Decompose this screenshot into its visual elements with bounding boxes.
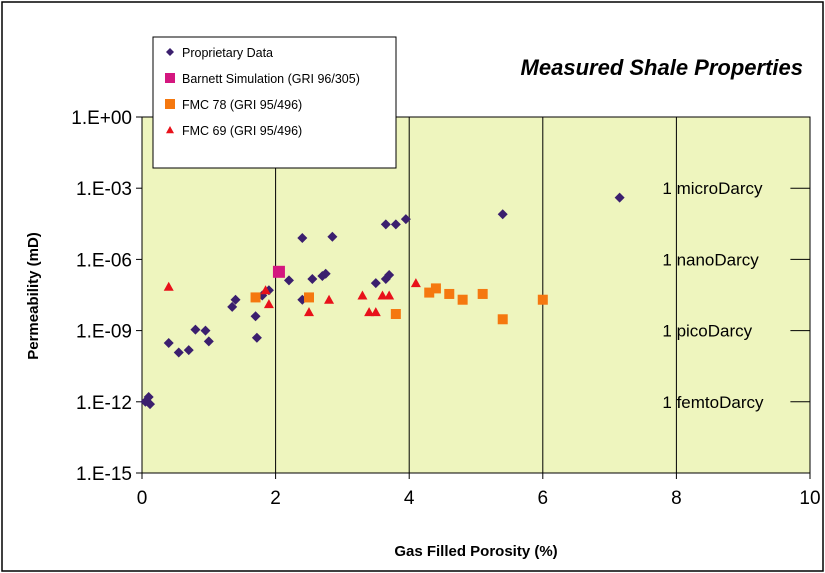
data-point [163, 338, 174, 349]
darcy-label: 1 picoDarcy [662, 322, 752, 341]
data-point [380, 219, 391, 230]
data-point [283, 275, 294, 286]
data-point [497, 209, 508, 220]
data-point [163, 281, 174, 291]
legend-label: FMC 78 (GRI 95/496) [182, 98, 302, 112]
data-point [272, 265, 285, 278]
data-point [444, 288, 455, 299]
legend-marker [165, 73, 175, 83]
data-point [384, 290, 395, 300]
data-point [230, 294, 241, 305]
data-point [260, 285, 271, 295]
data-point [384, 270, 395, 281]
data-point [370, 278, 381, 289]
data-point [307, 273, 318, 284]
legend-label: Proprietary Data [182, 46, 273, 60]
legend-label: FMC 69 (GRI 95/496) [182, 124, 302, 138]
data-point [400, 214, 411, 225]
darcy-label: 1 femtoDarcy [662, 393, 764, 412]
x-tick-label: 8 [671, 488, 682, 509]
data-point [173, 347, 184, 358]
data-point [143, 391, 154, 402]
x-tick-label: 4 [404, 488, 415, 509]
data-point [357, 290, 368, 300]
data-point [190, 324, 201, 335]
legend-marker [165, 99, 175, 109]
data-point [263, 299, 274, 309]
y-tick-label: 1.E-12 [76, 393, 132, 414]
y-tick-label: 1.E+00 [71, 108, 132, 129]
data-points [140, 192, 625, 410]
plot-area-background [141, 116, 811, 474]
data-point [430, 283, 441, 294]
axes: 0 2 4 6 8 10 1.E+00 1.E-03 1.E-06 1.E-09 1.E-12 1.E… [71, 108, 820, 509]
data-point [250, 292, 261, 303]
chart-title: Measured Shale Properties [521, 55, 803, 80]
y-tick-label: 1.E-09 [76, 322, 132, 343]
data-point [614, 192, 625, 203]
data-point [250, 311, 261, 322]
darcy-annotations: 1 microDarcy 1 nanoDarcy 1 picoDarcy 1 femt… [662, 179, 810, 412]
legend-marker [166, 48, 174, 56]
data-point [537, 294, 548, 305]
data-point [297, 232, 308, 243]
data-point [364, 307, 375, 317]
data-point [410, 278, 421, 288]
data-point [304, 307, 314, 317]
data-point [457, 294, 468, 305]
legend-marker [166, 126, 174, 134]
x-axis-title: Gas Filled Porosity (%) [394, 543, 557, 560]
y-tick-label: 1.E-03 [76, 179, 132, 200]
y-tick-label: 1.E-15 [76, 464, 132, 485]
data-point [203, 336, 214, 347]
legend: Proprietary Data Barnett Simulation (GRI … [152, 36, 397, 169]
data-point [320, 268, 331, 279]
data-point [251, 332, 262, 343]
data-point [477, 288, 488, 299]
x-tick-label: 10 [799, 488, 820, 509]
data-point [183, 345, 194, 356]
darcy-label: 1 nanoDarcy [662, 250, 759, 269]
legend-label: Barnett Simulation (GRI 96/305) [182, 72, 360, 86]
data-point [227, 301, 238, 312]
data-point [327, 231, 338, 242]
data-point [390, 309, 401, 320]
data-point [145, 399, 156, 410]
y-tick-label: 1.E-06 [76, 250, 132, 271]
legend-box [152, 36, 397, 169]
data-point [424, 287, 435, 298]
data-point [370, 307, 381, 317]
data-point [324, 294, 335, 304]
darcy-label: 1 microDarcy [662, 179, 763, 198]
data-point [304, 292, 314, 303]
data-point [377, 290, 388, 300]
x-tick-label: 6 [538, 488, 549, 509]
data-point [200, 325, 211, 336]
x-tick-label: 2 [270, 488, 281, 509]
y-axis-title: Permeability (mD) [25, 232, 42, 360]
x-tick-label: 0 [137, 488, 148, 509]
data-point [390, 219, 401, 230]
data-point [497, 314, 508, 325]
